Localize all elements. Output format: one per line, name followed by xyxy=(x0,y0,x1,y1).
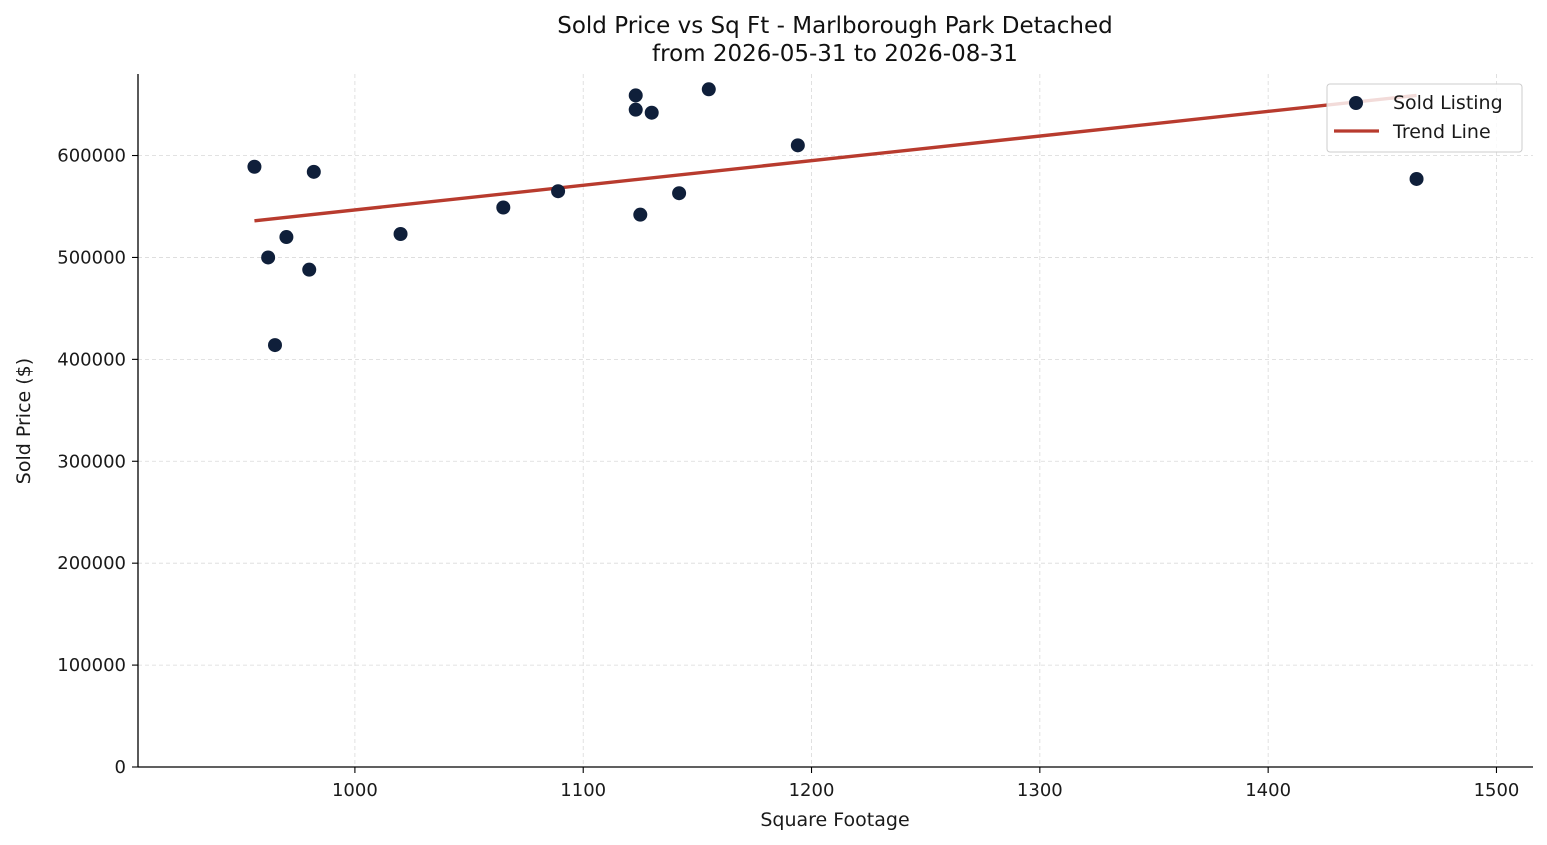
scatter-points xyxy=(247,82,1424,353)
trend-line-layer xyxy=(254,93,1417,223)
scatter-point xyxy=(302,262,317,277)
x-axis-title: Square Footage xyxy=(760,809,909,831)
scatter-point xyxy=(644,105,659,120)
scatter-point xyxy=(496,200,511,215)
chart-subtitle: from 2026-05-31 to 2026-08-31 xyxy=(652,41,1018,67)
legend-label-sold-listing: Sold Listing xyxy=(1393,92,1503,114)
scatter-point xyxy=(633,207,648,222)
x-tick-label: 1300 xyxy=(1017,780,1063,801)
legend-label-trend-line: Trend Line xyxy=(1392,121,1491,143)
y-tick-label: 600000 xyxy=(57,146,126,167)
grid xyxy=(138,74,1533,768)
axes xyxy=(137,74,1533,768)
scatter-point xyxy=(1409,171,1424,186)
y-tick-label: 500000 xyxy=(57,247,126,268)
y-tick-label: 200000 xyxy=(57,553,126,574)
scatter-point xyxy=(267,338,282,353)
x-tick-label: 1200 xyxy=(789,780,835,801)
scatter-point xyxy=(306,164,321,179)
legend-marker-sold-listing xyxy=(1349,96,1363,110)
x-tick-label: 1400 xyxy=(1245,780,1291,801)
y-tick-label: 300000 xyxy=(57,451,126,472)
scatter-point xyxy=(261,250,276,265)
legend: Sold Listing Trend Line xyxy=(1326,83,1523,153)
scatter-point xyxy=(551,184,566,199)
x-tick-label: 1100 xyxy=(560,780,606,801)
scatter-point xyxy=(247,159,262,174)
trend-line xyxy=(254,93,1417,223)
scatter-point xyxy=(628,102,643,117)
x-tick-label: 1000 xyxy=(332,780,378,801)
y-tick-label: 400000 xyxy=(57,349,126,370)
scatter-point xyxy=(790,138,805,153)
scatter-point xyxy=(393,227,408,242)
chart-title: Sold Price vs Sq Ft - Marlborough Park D… xyxy=(557,13,1112,39)
scatter-point xyxy=(672,186,687,201)
ticks: 1000 1100 1200 1300 1400 1500 0 100000 200000 300… xyxy=(57,146,1519,801)
scatter-point xyxy=(628,88,643,103)
y-tick-label: 0 xyxy=(115,757,126,778)
x-tick-label: 1500 xyxy=(1474,780,1520,801)
scatter-point xyxy=(701,82,716,97)
y-tick-label: 100000 xyxy=(57,655,126,676)
y-axis-title: Sold Price ($) xyxy=(13,358,35,484)
scatter-point xyxy=(279,230,294,245)
legend-box xyxy=(1326,83,1523,153)
